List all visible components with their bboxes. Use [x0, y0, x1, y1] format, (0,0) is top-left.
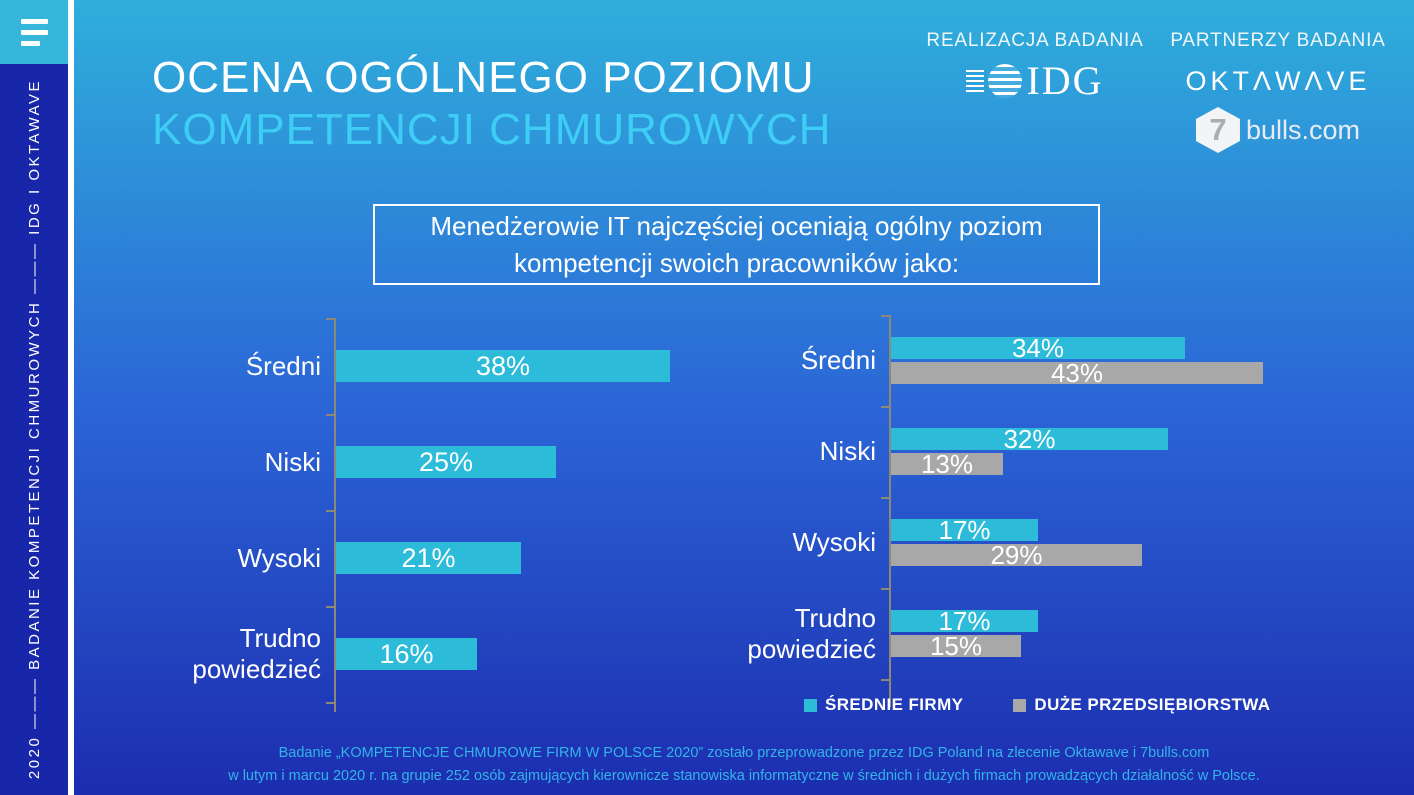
idg-globe-icon: [988, 64, 1023, 98]
partners-block: PARTNERZY BADANIA OKTΛWΛVE 7 bulls.com: [1163, 30, 1393, 153]
7bulls-hexagon-icon: 7: [1195, 107, 1240, 153]
realization-label: REALIZACJA BADANIA: [926, 30, 1144, 51]
bar: 38%: [336, 350, 670, 382]
hamburger-icon: [20, 18, 48, 46]
footer-line-1: Badanie „KOMPETENCJE CHMUROWE FIRM W POL…: [278, 745, 1210, 761]
chart-axis: [334, 318, 336, 712]
bar: 13%: [891, 449, 1003, 479]
axis-tick: [326, 702, 335, 704]
bar-value-label: 13%: [920, 448, 974, 479]
axis-tick: [881, 315, 890, 317]
sidebar-divider: [68, 0, 74, 795]
axis-tick: [326, 318, 335, 320]
bar-group: 21%: [336, 542, 521, 574]
bar-value-label: 29%: [990, 539, 1043, 570]
legend-swatch: [804, 698, 817, 712]
bar-group: 16%: [336, 638, 477, 670]
bar: 17%: [891, 606, 1038, 636]
sidebar-vertical-text: 2020 ——— BADANIE KOMPETENCJI CHMUROWYCH …: [25, 79, 43, 780]
axis-tick: [881, 588, 890, 590]
partners-label: PARTNERZY BADANIA: [1170, 30, 1386, 51]
bar-value-label: 32%: [1003, 423, 1056, 454]
callout-text: Menedżerowie IT najczęściej oceniają ogó…: [430, 210, 1043, 278]
legend: ŚREDNIE FIRMY DUŻE PRZEDSIĘBIORSTWA: [804, 695, 1270, 715]
bar: 17%: [891, 515, 1038, 545]
chart-row: Wysoki 17% 29%: [700, 497, 1310, 588]
footer-note: Badanie „KOMPETENCJE CHMUROWE FIRM W POL…: [74, 742, 1414, 788]
chart-by-company-size: Średni 34% 43% Niski 32% 13% Wysoki 17% 29% Trudn…: [700, 315, 1310, 707]
chart-row: Wysoki 21%: [140, 510, 720, 606]
bar: 16%: [336, 638, 477, 670]
page-title: OCENA OGÓLNEGO POZIOMU KOMPETENCJI CHMUR…: [152, 52, 832, 156]
category-label: Średni: [800, 345, 876, 375]
callout-box: Menedżerowie IT najczęściej oceniają ogó…: [373, 204, 1100, 285]
chart-axis: [889, 315, 891, 707]
7bulls-logo: 7 bulls.com: [1163, 107, 1393, 153]
bar: 29%: [891, 540, 1142, 570]
category-label: Niski: [819, 436, 876, 466]
axis-tick: [326, 414, 335, 416]
bar-group: 25%: [336, 446, 556, 478]
category-label: Wysoki: [792, 527, 876, 557]
category-label: Trudno powiedzieć: [192, 623, 321, 684]
bar: 21%: [336, 542, 521, 574]
axis-tick: [326, 510, 335, 512]
category-label: Wysoki: [237, 542, 321, 573]
chart-rows: Średni 34% 43% Niski 32% 13% Wysoki 17% 29% Trudn…: [700, 315, 1310, 679]
bar-group: 32% 13%: [891, 424, 1168, 479]
bar-value-label: 43%: [1050, 357, 1104, 388]
legend-item: DUŻE PRZEDSIĘBIORSTWA: [1013, 695, 1270, 715]
idg-speedlines-icon: [966, 70, 985, 92]
title-line-1: OCENA OGÓLNEGO POZIOMU: [152, 53, 815, 102]
chart-row: Niski 25%: [140, 414, 720, 510]
idg-logo: IDG: [915, 58, 1155, 103]
bar: 32%: [891, 424, 1168, 454]
footer-line-2: w lutym i marcu 2020 r. na grupie 252 os…: [228, 768, 1260, 784]
7bulls-seven: 7: [1209, 111, 1227, 147]
category-label: Trudno powiedzieć: [747, 602, 876, 664]
axis-tick: [881, 679, 890, 681]
bar-value-label: 15%: [929, 630, 983, 661]
chart-row: Trudno powiedzieć 17% 15%: [700, 588, 1310, 679]
axis-tick: [881, 497, 890, 499]
bar-value-label: 16%: [379, 638, 434, 669]
legend-swatch: [1013, 698, 1027, 712]
category-label: Średni: [245, 350, 321, 381]
7bulls-wordmark: bulls.com: [1245, 114, 1361, 145]
bar-group: 38%: [336, 350, 670, 382]
bar-value-label: 25%: [418, 446, 474, 477]
sidebar: 2020 ——— BADANIE KOMPETENCJI CHMUROWYCH …: [0, 0, 68, 795]
bar: 25%: [336, 446, 556, 478]
axis-tick: [326, 606, 335, 608]
bar-group: 17% 29%: [891, 515, 1142, 570]
chart-overall: Średni 38% Niski 25% Wysoki 21% Trudno powiedz…: [140, 318, 720, 712]
chart-rows: Średni 38% Niski 25% Wysoki 21% Trudno powiedz…: [140, 318, 720, 702]
chart-row: Średni 34% 43%: [700, 315, 1310, 406]
bar: 43%: [891, 358, 1263, 388]
chart-row: Średni 38%: [140, 318, 720, 414]
bar-value-label: 34%: [1011, 332, 1065, 363]
bar: 34%: [891, 333, 1185, 363]
bar-value-label: 38%: [475, 350, 531, 381]
title-line-2: KOMPETENCJI CHMUROWYCH: [152, 105, 832, 154]
bar-group: 17% 15%: [891, 606, 1038, 661]
bar-group: 34% 43%: [891, 333, 1263, 388]
legend-label: ŚREDNIE FIRMY: [825, 695, 964, 714]
bar-value-label: 17%: [938, 514, 991, 545]
chart-row: Niski 32% 13%: [700, 406, 1310, 497]
legend-item: ŚREDNIE FIRMY: [804, 695, 963, 715]
category-label: Niski: [264, 446, 321, 477]
axis-tick: [881, 406, 890, 408]
bar: 15%: [891, 631, 1021, 661]
bar-value-label: 17%: [938, 605, 991, 636]
bar-value-label: 21%: [401, 542, 456, 573]
oktawave-wordmark: OKTΛWΛVE: [1185, 66, 1371, 96]
menu-button[interactable]: [0, 0, 68, 64]
realization-block: REALIZACJA BADANIA IDG: [915, 30, 1155, 103]
idg-wordmark: IDG: [1026, 58, 1104, 103]
chart-row: Trudno powiedzieć 16%: [140, 606, 720, 702]
legend-label: DUŻE PRZEDSIĘBIORSTWA: [1034, 695, 1271, 714]
sidebar-text-wrap: 2020 ——— BADANIE KOMPETENCJI CHMUROWYCH …: [0, 64, 68, 795]
